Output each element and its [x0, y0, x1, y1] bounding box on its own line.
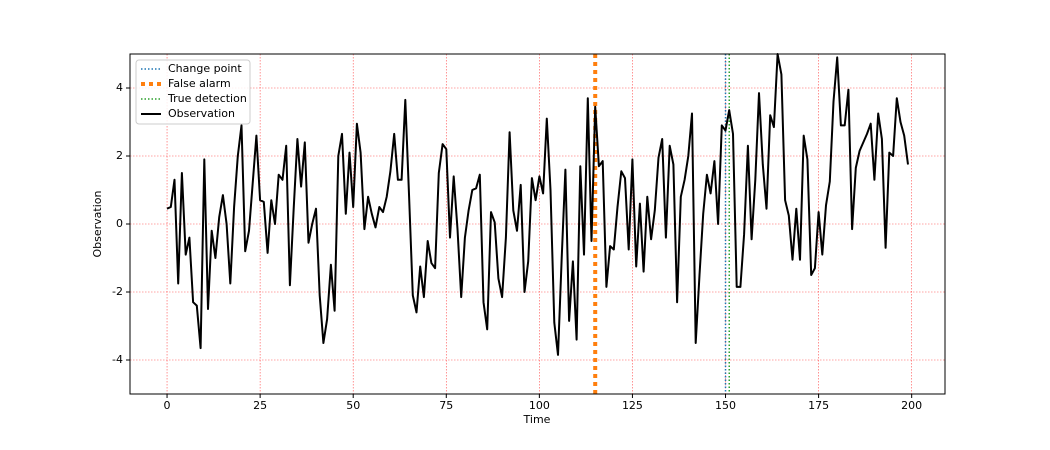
data-line — [166, 53, 909, 356]
x-tick-label: 125 — [622, 399, 643, 412]
y-tick-label: 0 — [116, 217, 123, 230]
y-tick-label: 2 — [116, 149, 123, 162]
x-tick-label: 0 — [164, 399, 171, 412]
y-tick-label: 4 — [116, 81, 123, 94]
legend: Change point False alarm True detection Obs… — [135, 59, 251, 125]
y-tick-label: -2 — [112, 285, 123, 298]
plot-frame — [129, 53, 946, 395]
x-tick-label: 200 — [901, 399, 922, 412]
legend-label: Observation — [168, 107, 235, 120]
x-tick-label: 75 — [439, 399, 453, 412]
legend-label: Change point — [168, 62, 242, 75]
x-tick-label: 50 — [346, 399, 360, 412]
x-tick-label: 150 — [715, 399, 736, 412]
legend-label: True detection — [167, 92, 247, 105]
y-tick-label: -4 — [112, 353, 123, 366]
x-tick-label: 25 — [253, 399, 267, 412]
legend-box — [135, 59, 251, 125]
y-axis-label: Observation — [91, 190, 104, 257]
legend-label: False alarm — [168, 77, 231, 90]
x-axis-label: Time — [523, 413, 551, 426]
x-tick-label: 100 — [529, 399, 550, 412]
x-tick-label: 175 — [808, 399, 829, 412]
